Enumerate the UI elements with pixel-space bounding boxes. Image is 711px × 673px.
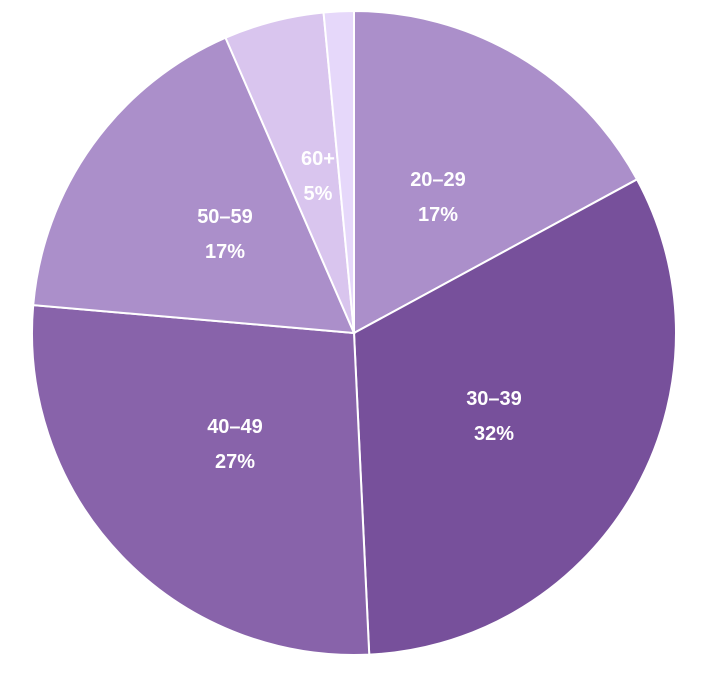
slice-label-50-59-pct: 17% (205, 241, 245, 263)
slice-label-50-59-name: 50–59 (197, 206, 253, 228)
slice-label-60-plus-pct: 5% (304, 183, 333, 205)
pie-slice-other (322, 9, 355, 334)
slice-label-30-39-pct: 32% (474, 423, 514, 445)
slice-label-40-49-pct: 27% (215, 451, 255, 473)
slice-label-20-29-pct: 17% (418, 204, 458, 226)
pie-labels: 20–29 17% 30–39 32% 40–49 27% 50–59 17% … (197, 148, 522, 473)
pie-slice-30-39 (352, 178, 677, 656)
slice-label-60-plus-name: 60+ (301, 148, 335, 170)
slice-label-30-39-name: 30–39 (466, 388, 522, 410)
pie-slice-50-59 (32, 36, 356, 335)
pie-slice-20-29 (353, 9, 639, 335)
slice-label-20-29-name: 20–29 (410, 169, 466, 191)
pie-slice-40-49 (31, 303, 371, 656)
slice-label-40-49-name: 40–49 (207, 416, 263, 438)
pie-slices (31, 9, 677, 656)
